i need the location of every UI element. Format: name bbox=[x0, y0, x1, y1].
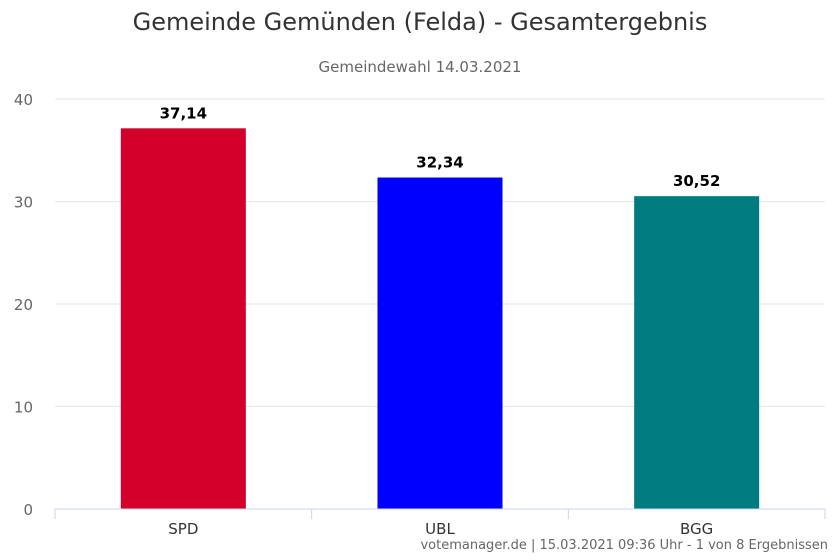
data-labels: 37,14 32,34 30,52 bbox=[160, 104, 721, 190]
y-tick-label: 30 bbox=[14, 194, 33, 212]
bars bbox=[120, 128, 760, 510]
x-axis: SPD UBL BGG bbox=[54, 508, 826, 538]
bar-bgg bbox=[634, 196, 760, 510]
y-tick-label: 20 bbox=[14, 296, 33, 314]
y-tick-label: 10 bbox=[14, 399, 33, 417]
y-tick-label: 0 bbox=[23, 501, 33, 519]
data-label-bgg: 30,52 bbox=[673, 172, 720, 190]
x-tick-label-ubl: UBL bbox=[425, 520, 455, 538]
x-tick-label-bgg: BGG bbox=[680, 520, 713, 538]
chart-title: Gemeinde Gemünden (Felda) - Gesamtergebn… bbox=[132, 8, 708, 36]
data-label-spd: 37,14 bbox=[160, 104, 207, 122]
y-tick-label: 40 bbox=[14, 91, 33, 109]
chart-subtitle: Gemeindewahl 14.03.2021 bbox=[318, 58, 522, 76]
bar-spd bbox=[120, 128, 246, 509]
x-tick-label-spd: SPD bbox=[168, 520, 198, 538]
data-label-ubl: 32,34 bbox=[416, 154, 463, 172]
credits-link[interactable]: votemanager.de | 15.03.2021 09:36 Uhr - … bbox=[420, 538, 828, 553]
bar-ubl bbox=[377, 177, 503, 509]
